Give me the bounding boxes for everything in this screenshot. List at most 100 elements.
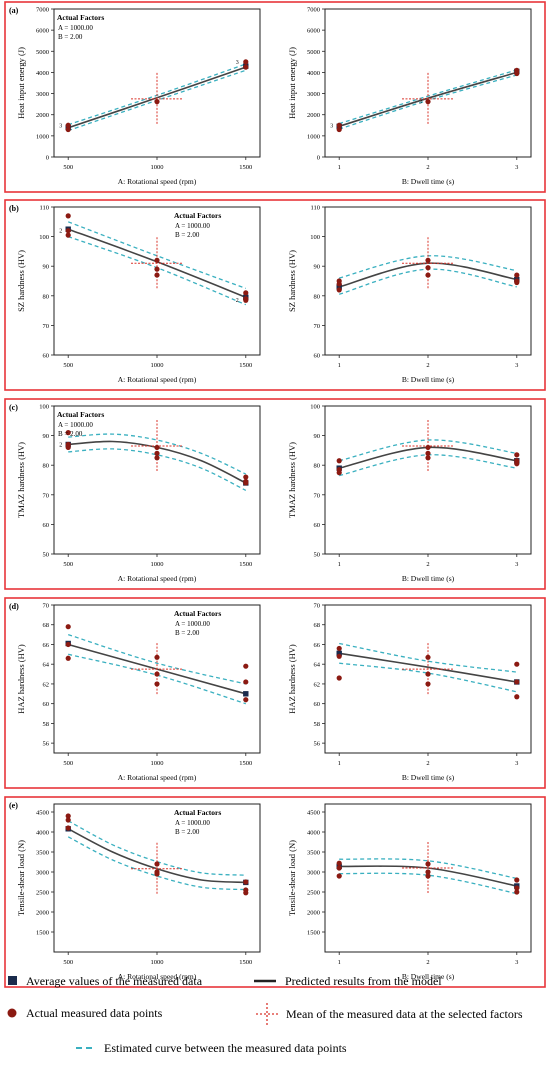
y-tick-label: 3000: [307, 870, 320, 877]
measured-point: [243, 679, 249, 685]
legend-predicted-label: Predicted results from the model: [285, 974, 442, 988]
measured-point: [336, 458, 342, 464]
legend: Average values of the measured data Pred…: [7, 974, 523, 1055]
count-label: 2: [59, 229, 62, 235]
mean-marker: [402, 842, 454, 894]
measured-point: [65, 813, 71, 819]
measured-point: [65, 213, 71, 219]
x-tick-label: 1: [338, 561, 341, 568]
count-label: 2: [236, 298, 239, 304]
measured-point: [336, 873, 342, 879]
x-tick-label: 1: [338, 760, 341, 767]
measured-point: [65, 444, 71, 451]
x-axis-label: A: Rotational speed (rpm): [118, 972, 197, 981]
y-tick-label: 66: [314, 642, 321, 649]
y-tick-label: 70: [43, 603, 50, 610]
y-tick-label: 3500: [307, 850, 320, 857]
y-tick-label: 50: [314, 552, 321, 559]
ci-upper-curve: [68, 433, 247, 475]
average-point: [243, 691, 249, 697]
y-tick-label: 5000: [36, 49, 49, 56]
y-tick-label: 80: [43, 293, 50, 300]
x-tick-label: 1000: [151, 959, 164, 966]
x-tick-label: 500: [63, 760, 73, 767]
y-tick-label: 90: [314, 433, 321, 440]
y-tick-label: 60: [314, 353, 321, 360]
y-tick-label: 4000: [36, 70, 49, 77]
y-tick-label: 62: [43, 681, 50, 688]
measured-point: [154, 444, 160, 451]
y-tick-label: 70: [314, 492, 321, 499]
factor-b: B = 2.00: [58, 33, 83, 41]
measured-point: [243, 879, 249, 885]
measured-point: [65, 825, 71, 831]
y-tick-label: 2000: [307, 112, 320, 119]
y-tick-label: 1000: [307, 133, 320, 140]
count-label: 3: [419, 100, 422, 106]
y-tick-label: 5000: [307, 49, 320, 56]
measured-point: [243, 663, 249, 669]
ci-lower-curve: [67, 836, 246, 891]
average-point: [336, 284, 342, 290]
y-axis-label: TMAZ hardness (HV): [287, 442, 297, 518]
ci-upper-curve: [339, 69, 517, 125]
x-axis-label: B: Dwell time (s): [402, 177, 455, 186]
measured-point: [514, 272, 520, 278]
measured-point: [65, 655, 71, 661]
x-tick-label: 3: [515, 959, 518, 966]
measured-point: [336, 653, 342, 659]
x-tick-label: 2: [426, 362, 429, 369]
measured-point: [425, 272, 431, 278]
panel-label: (c): [9, 403, 18, 412]
y-tick-label: 68: [314, 622, 321, 629]
average-point: [336, 650, 342, 657]
measured-point: [425, 455, 431, 461]
y-tick-label: 110: [310, 205, 320, 212]
factor-b: B = 2.00: [58, 430, 83, 438]
y-tick-label: 1000: [36, 133, 49, 140]
x-tick-label: 2: [426, 164, 429, 171]
y-tick-label: 4000: [307, 70, 320, 77]
measured-point: [425, 265, 431, 271]
y-tick-label: 6000: [36, 28, 49, 35]
measured-point: [65, 232, 71, 238]
y-tick-label: 60: [314, 522, 321, 529]
y-tick-label: 3000: [307, 91, 320, 98]
measured-point: [336, 470, 342, 476]
y-tick-label: 3000: [36, 91, 49, 98]
x-tick-label: 500: [63, 164, 73, 171]
measured-point: [514, 889, 520, 895]
x-axis-label: A: Rotational speed (rpm): [118, 177, 197, 186]
chart-d-dwell-time: 56 58 60 62 64 66 68 70 1 2 3 B: Dwell time (s) HAZ …: [287, 603, 532, 782]
factor-b: B = 2.00: [175, 828, 200, 836]
legend-measured-swatch: [7, 1008, 17, 1018]
plot-area: [53, 8, 261, 158]
measured-point: [425, 444, 431, 451]
x-tick-label: 1500: [239, 362, 252, 369]
panel-d: 56 58 60 62 64 66 68 70 500 1000 1500 A: Rotational…: [4, 597, 546, 789]
measured-point: [65, 430, 71, 436]
measured-point: [336, 122, 342, 128]
factor-a: A = 1000.00: [58, 24, 93, 32]
measured-point: [243, 697, 249, 703]
y-axis-label: Heat input energy (J): [16, 47, 26, 119]
chart-c-dwell-time: 50 60 70 80 90 100 1 2 3 B: Dwell time (s) TMAZ ha…: [287, 404, 532, 583]
y-tick-label: 56: [43, 741, 50, 748]
factor-b: B = 2.00: [175, 231, 200, 239]
ci-upper-curve: [67, 633, 246, 685]
x-axis-label: B: Dwell time (s): [402, 972, 455, 981]
x-tick-label: 1500: [239, 164, 252, 171]
measured-point: [154, 257, 160, 263]
x-axis-label: B: Dwell time (s): [402, 773, 455, 782]
measured-point: [425, 257, 431, 263]
y-tick-label: 64: [43, 662, 50, 669]
y-tick-label: 80: [314, 293, 321, 300]
y-tick-label: 4000: [307, 830, 320, 837]
y-tick-label: 60: [43, 701, 50, 708]
x-tick-label: 1000: [151, 164, 164, 171]
x-tick-label: 1000: [151, 760, 164, 767]
measured-point: [154, 681, 160, 687]
y-tick-label: 100: [39, 234, 49, 241]
